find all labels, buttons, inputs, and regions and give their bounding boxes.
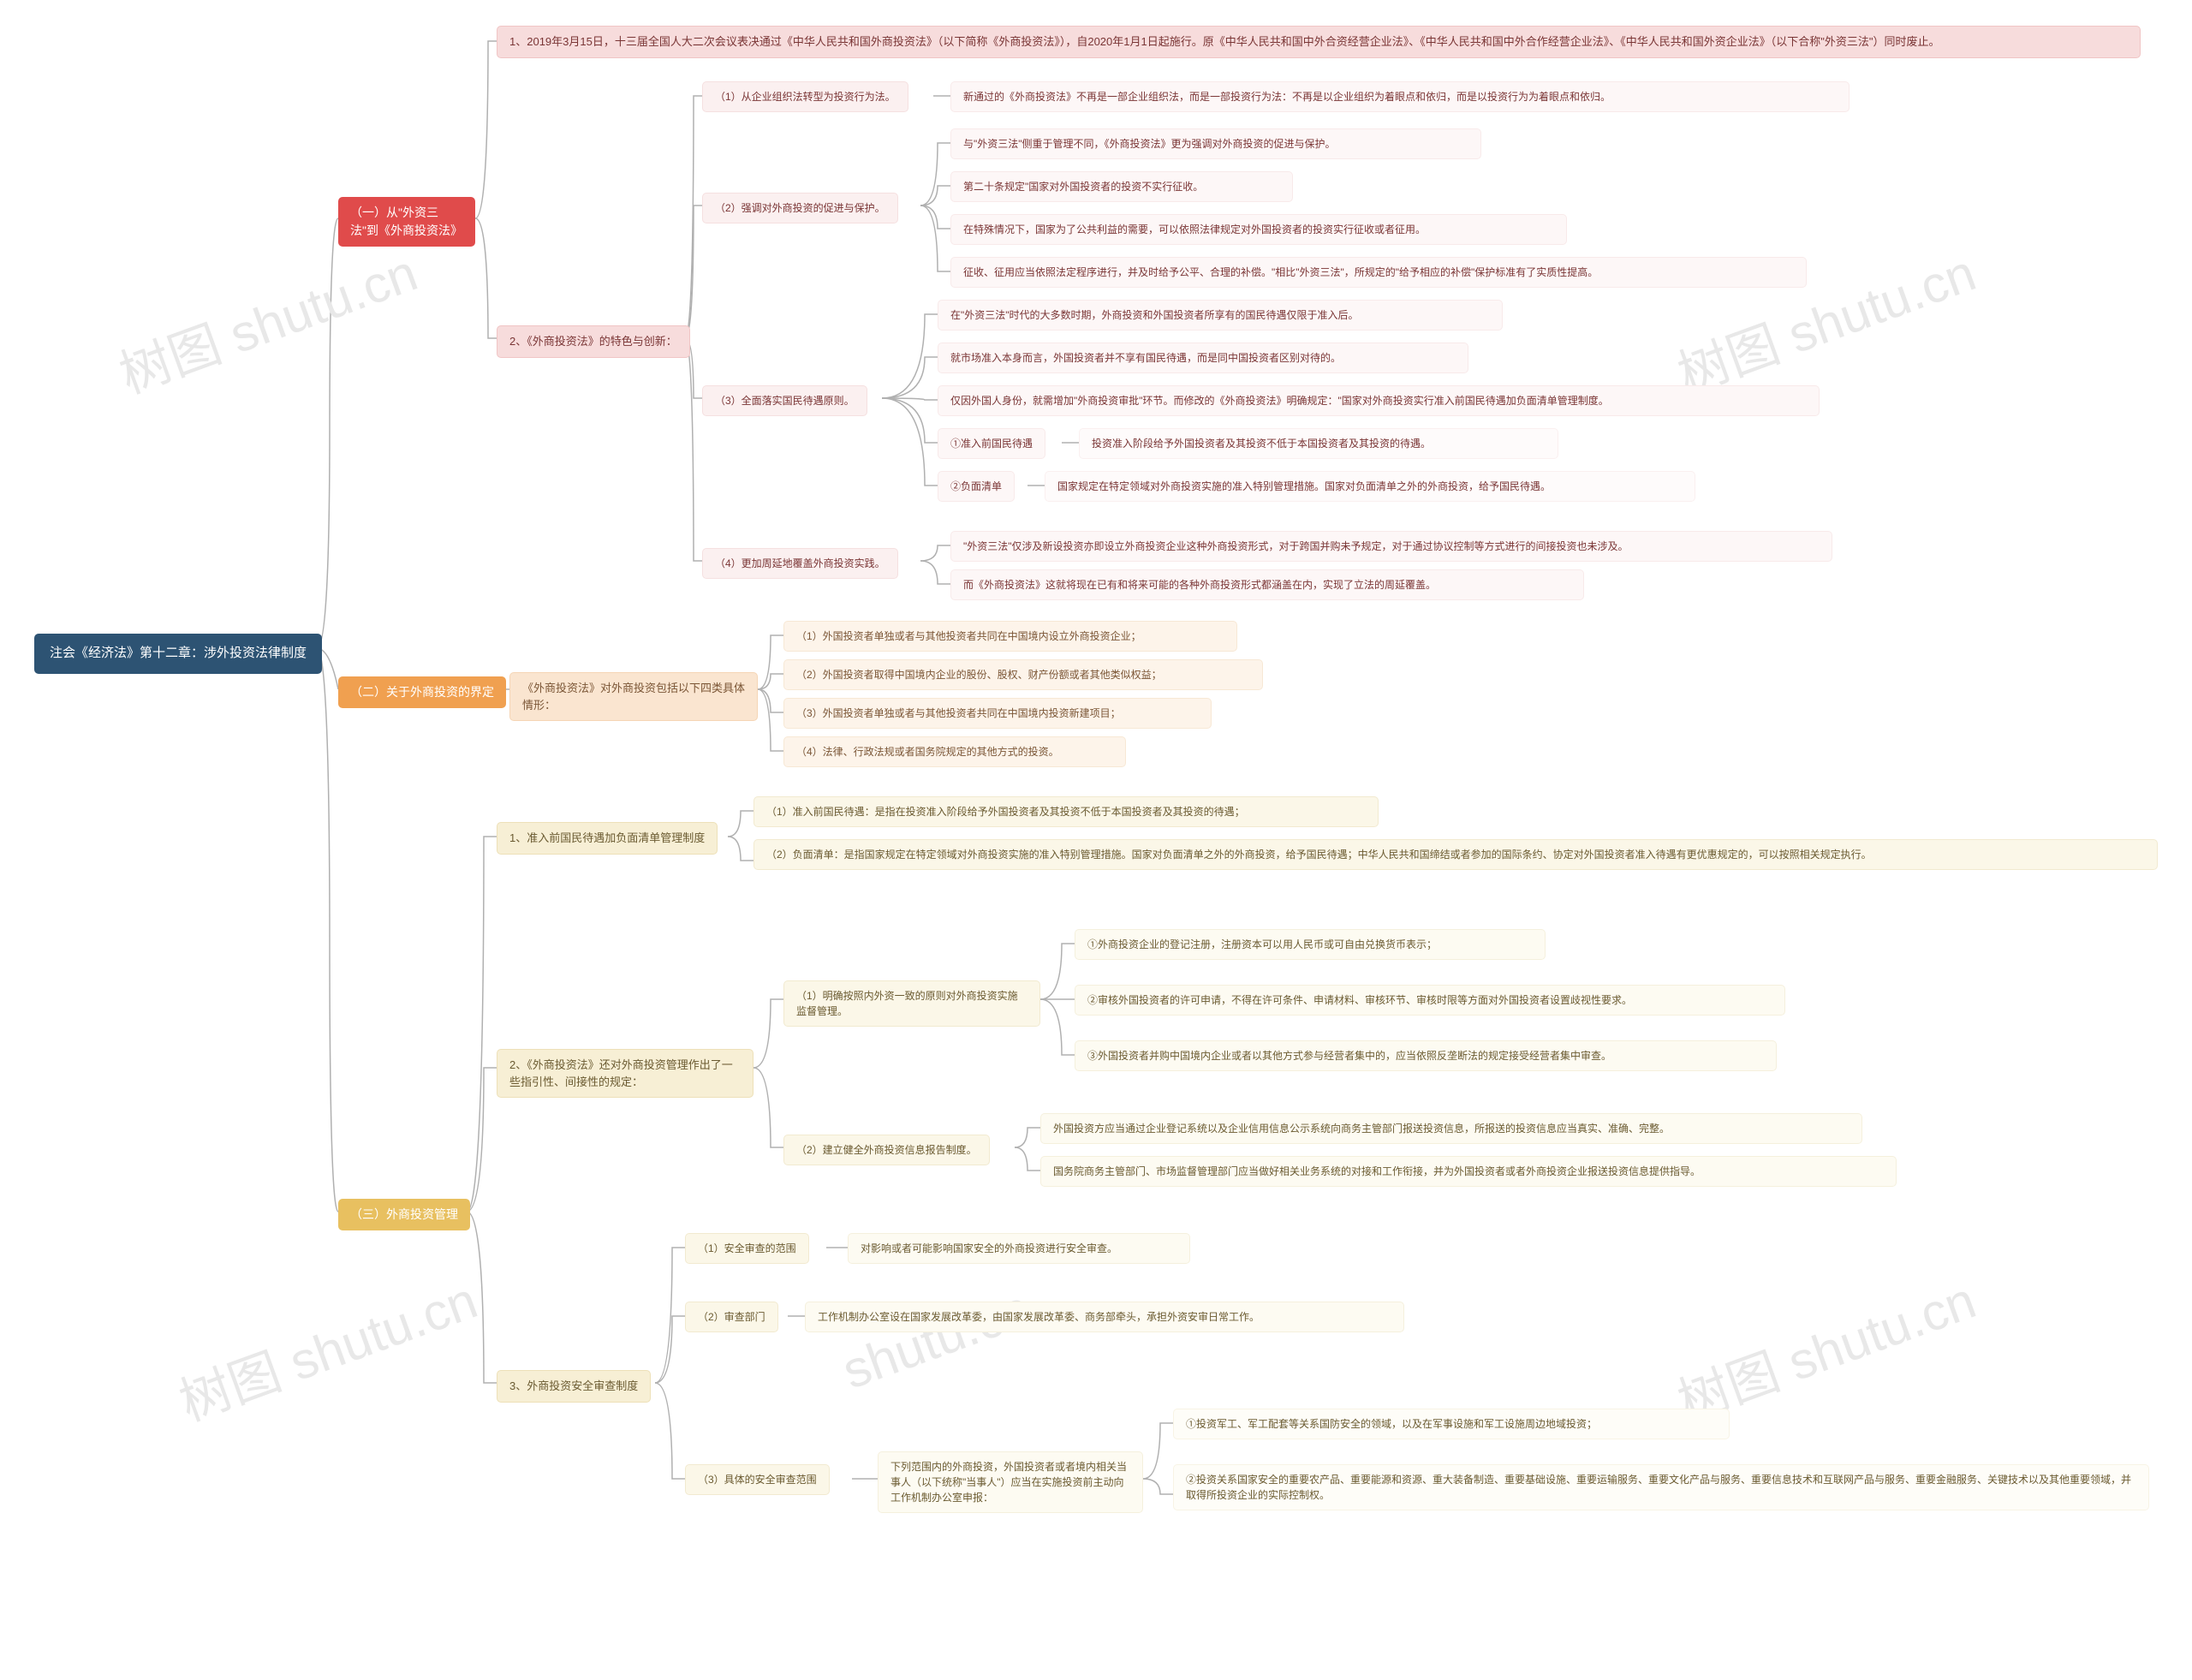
section1-title[interactable]: （一）从"外资三法"到《外商投资法》 — [338, 197, 475, 247]
s3-i1-d1: （1）准入前国民待遇：是指在投资准入阶段给予外国投资者及其投资不低于本国投资者及… — [754, 796, 1379, 827]
watermark: 树图 shutu.cn — [168, 1259, 485, 1435]
s2-d3: （3）外国投资者单独或者与其他投资者共同在中国境内投资新建项目； — [783, 698, 1212, 729]
s3-i2-sub2[interactable]: （2）建立健全外商投资信息报告制度。 — [783, 1135, 990, 1165]
s3-i2-sub1-d1: ①外商投资企业的登记注册，注册资本可以用人民币或可自由兑换货币表示； — [1075, 929, 1546, 960]
s3-i2-sub1-d3: ③外国投资者并购中国境内企业或者以其他方式参与经营者集中的，应当依照反垄断法的规… — [1075, 1040, 1777, 1071]
section3-title[interactable]: （三）外商投资管理 — [338, 1199, 470, 1230]
s3-i1-d2: （2）负面清单：是指国家规定在特定领域对外商投资实施的准入特别管理措施。国家对负… — [754, 839, 2158, 870]
section2-title[interactable]: （二）关于外商投资的界定 — [338, 676, 506, 708]
watermark: shutu.cn — [835, 1278, 1038, 1400]
s3-i2-sub2-d2: 国务院商务主管部门、市场监督管理部门应当做好相关业务系统的对接和工作衔接，并为外… — [1040, 1156, 1897, 1187]
s1-i2-sub3-d4-detail: 投资准入阶段给予外国投资者及其投资不低于本国投资者及其投资的待遇。 — [1079, 428, 1558, 459]
s3-item3[interactable]: 3、外商投资安全审查制度 — [497, 1370, 651, 1403]
s3-i2-sub1-d2: ②审核外国投资者的许可申请，不得在许可条件、申请材料、审核环节、审核时限等方面对… — [1075, 985, 1785, 1016]
s3-i3-sub1[interactable]: （1）安全审查的范围 — [685, 1233, 809, 1264]
mindmap-container: 树图 shutu.cn 树图 shutu.cn 树图 shutu.cn 树图 s… — [0, 0, 2192, 1680]
s1-i2-sub2-d3: 在特殊情况下，国家为了公共利益的需要，可以依照法律规定对外国投资者的投资实行征收… — [950, 214, 1567, 245]
s2-d2: （2）外国投资者取得中国境内企业的股份、股权、财产份额或者其他类似权益； — [783, 659, 1263, 690]
root-node[interactable]: 注会《经济法》第十二章：涉外投资法律制度 — [34, 634, 322, 674]
s1-i2-sub4-d2: 而《外商投资法》这就将现在已有和将来可能的各种外商投资形式都涵盖在内，实现了立法… — [950, 569, 1584, 600]
s3-i2-sub1[interactable]: （1）明确按照内外资一致的原则对外商投资实施监督管理。 — [783, 980, 1040, 1027]
s3-item2[interactable]: 2、《外商投资法》还对外商投资管理作出了一些指引性、间接性的规定： — [497, 1049, 754, 1098]
s1-i2-sub1[interactable]: （1）从企业组织法转型为投资行为法。 — [702, 81, 908, 112]
section2-item1[interactable]: 《外商投资法》对外商投资包括以下四类具体情形： — [509, 672, 758, 721]
s3-i3-sub3-detail[interactable]: 下列范围内的外商投资，外国投资者或者境内相关当事人（以下统称"当事人"）应当在实… — [878, 1451, 1143, 1513]
watermark: 树图 shutu.cn — [108, 231, 426, 408]
s1-i2-sub3-d5[interactable]: ②负面清单 — [938, 471, 1015, 502]
s3-i3-sub2-detail: 工作机制办公室设在国家发展改革委，由国家发展改革委、商务部牵头，承担外资安审日常… — [805, 1302, 1404, 1332]
s1-i2-sub2-d1: 与"外资三法"侧重于管理不同，《外商投资法》更为强调对外商投资的促进与保护。 — [950, 128, 1481, 159]
s2-d4: （4）法律、行政法规或者国务院规定的其他方式的投资。 — [783, 736, 1126, 767]
s1-i2-sub3-d2: 就市场准入本身而言，外国投资者并不享有国民待遇，而是同中国投资者区别对待的。 — [938, 343, 1468, 373]
section1-item2[interactable]: 2、《外商投资法》的特色与创新： — [497, 325, 690, 358]
s3-i3-sub2[interactable]: （2）审查部门 — [685, 1302, 778, 1332]
s1-i2-sub3-d4[interactable]: ①准入前国民待遇 — [938, 428, 1045, 459]
s2-d1: （1）外国投资者单独或者与其他投资者共同在中国境内设立外商投资企业； — [783, 621, 1237, 652]
s3-item1[interactable]: 1、准入前国民待遇加负面清单管理制度 — [497, 822, 718, 855]
s1-i2-sub3[interactable]: （3）全面落实国民待遇原则。 — [702, 385, 867, 416]
s3-i3-sub1-detail: 对影响或者可能影响国家安全的外商投资进行安全审查。 — [848, 1233, 1190, 1264]
s3-i3-sub3-d2: ②投资关系国家安全的重要农产品、重要能源和资源、重大装备制造、重要基础设施、重要… — [1173, 1464, 2149, 1510]
s1-i2-sub3-d3: 仅因外国人身份，就需增加"外商投资审批"环节。而修改的《外商投资法》明确规定："… — [938, 385, 1820, 416]
s1-i2-sub2-d2: 第二十条规定"国家对外国投资者的投资不实行征收。 — [950, 171, 1293, 202]
section1-item1[interactable]: 1、2019年3月15日，十三届全国人大二次会议表决通过《中华人民共和国外商投资… — [497, 26, 2141, 58]
s1-i2-sub4-d1: "外资三法"仅涉及新设投资亦即设立外商投资企业这种外商投资形式，对于跨国并购未予… — [950, 531, 1832, 562]
s1-i2-sub4[interactable]: （4）更加周延地覆盖外商投资实践。 — [702, 548, 898, 579]
s3-i3-sub3[interactable]: （3）具体的安全审查范围 — [685, 1464, 830, 1495]
s3-i3-sub3-d1: ①投资军工、军工配套等关系国防安全的领域，以及在军事设施和军工设施周边地域投资； — [1173, 1409, 1730, 1439]
s1-i2-sub3-d1: 在"外资三法"时代的大多数时期，外商投资和外国投资者所享有的国民待遇仅限于准入后… — [938, 300, 1503, 331]
s1-i2-sub2-d4: 征收、征用应当依照法定程序进行，并及时给予公平、合理的补偿。"相比"外资三法"，… — [950, 257, 1807, 288]
s3-i2-sub2-d1: 外国投资方应当通过企业登记系统以及企业信用信息公示系统向商务主管部门报送投资信息… — [1040, 1113, 1862, 1144]
s1-i2-sub3-d5-detail: 国家规定在特定领域对外商投资实施的准入特别管理措施。国家对负面清单之外的外商投资… — [1045, 471, 1695, 502]
s1-i2-sub2[interactable]: （2）强调对外商投资的促进与保护。 — [702, 193, 898, 223]
s1-i2-sub1-detail: 新通过的《外商投资法》不再是一部企业组织法，而是一部投资行为法：不再是以企业组织… — [950, 81, 1850, 112]
